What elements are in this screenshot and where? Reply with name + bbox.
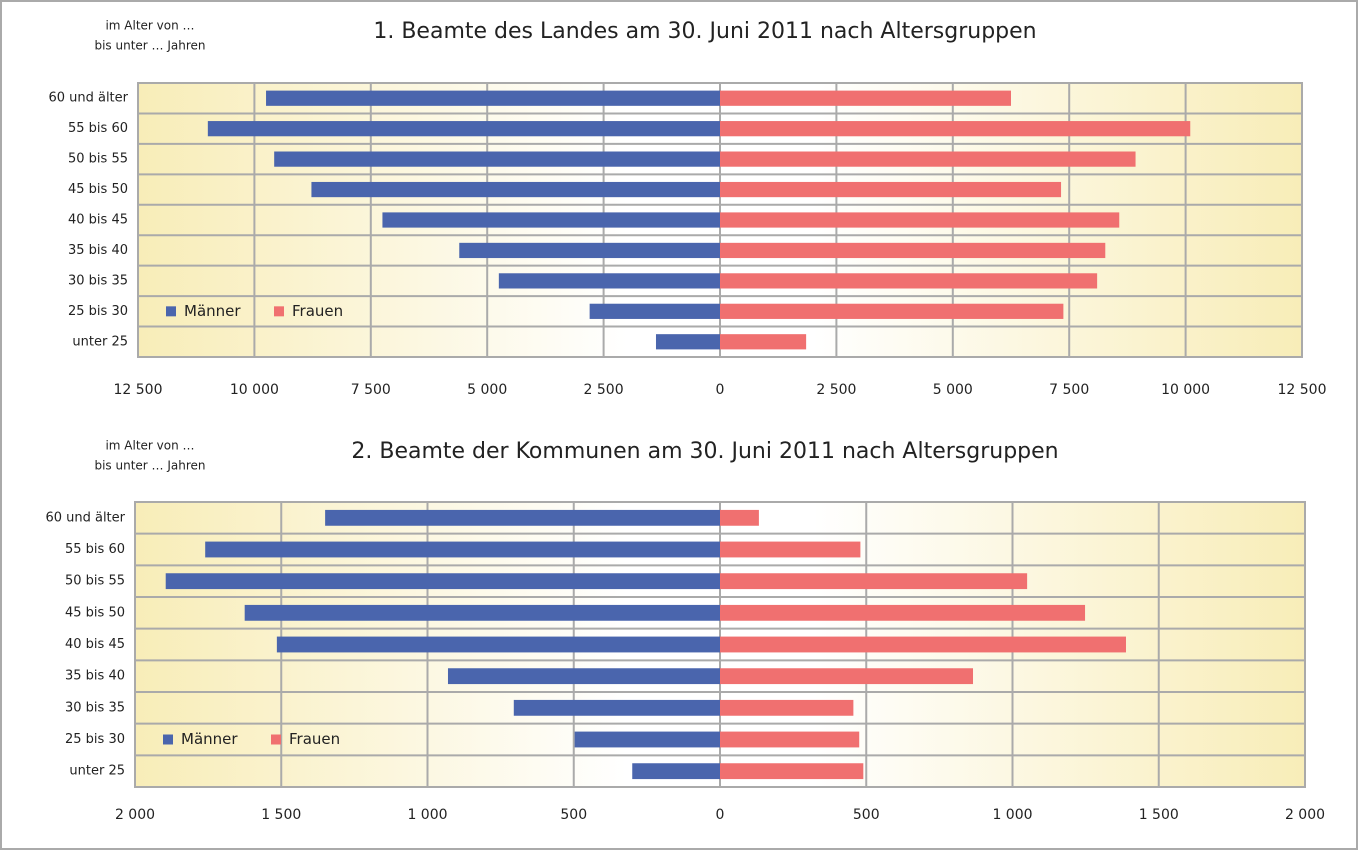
x-tick-label: 5 000	[467, 382, 507, 398]
bar	[720, 636, 1126, 653]
legend-label: Frauen	[292, 302, 343, 320]
legend-label: Männer	[184, 302, 241, 320]
y-tick-label: 40 bis 45	[68, 213, 128, 228]
bar	[720, 212, 1120, 228]
axis-label: im Alter von …	[105, 19, 194, 33]
bar	[720, 181, 1062, 198]
bar	[720, 668, 974, 685]
x-tick-label: 500	[560, 807, 587, 823]
x-tick-label: 2 500	[584, 382, 624, 398]
bar	[325, 509, 720, 526]
y-tick-label: 45 bis 50	[65, 605, 125, 620]
y-tick-label: 55 bis 60	[65, 542, 125, 557]
x-tick-label: 2 000	[115, 807, 155, 823]
bar	[720, 303, 1064, 319]
bar	[244, 604, 720, 621]
chart-title: 2. Beamte der Kommunen am 30. Juni 2011 …	[351, 439, 1058, 464]
y-tick-label: 35 bis 40	[65, 669, 125, 684]
x-tick-label: 2 000	[1285, 807, 1325, 823]
bar	[382, 212, 720, 228]
bar	[266, 90, 720, 106]
x-tick-label: 10 000	[1161, 382, 1210, 398]
y-tick-label: 25 bis 30	[68, 304, 128, 319]
bar	[655, 334, 720, 350]
bar	[720, 151, 1136, 167]
legend-label: Frauen	[289, 730, 340, 748]
x-tick-label: 2 500	[816, 382, 856, 398]
bar	[205, 541, 720, 558]
y-tick-label: 30 bis 35	[68, 273, 128, 288]
legend-swatch	[274, 306, 284, 317]
x-tick-label: 1 500	[1139, 807, 1179, 823]
legend-label: Männer	[181, 730, 238, 748]
y-tick-label: 45 bis 50	[68, 182, 128, 197]
bar	[207, 121, 721, 137]
x-tick-label: 12 500	[1278, 382, 1327, 398]
bar	[720, 763, 864, 780]
bar	[720, 731, 860, 748]
y-tick-label: 50 bis 55	[68, 152, 128, 167]
bar	[720, 273, 1098, 289]
bar	[720, 573, 1028, 590]
bar	[311, 181, 720, 198]
bar	[632, 763, 720, 780]
y-tick-label: 35 bis 40	[68, 243, 128, 258]
chart-title: 1. Beamte des Landes am 30. Juni 2011 na…	[373, 19, 1036, 44]
bar	[720, 509, 759, 526]
bar	[274, 151, 720, 167]
x-tick-label: 1 500	[261, 807, 301, 823]
y-tick-label: 55 bis 60	[68, 121, 128, 136]
y-tick-label: unter 25	[72, 334, 128, 349]
bar	[513, 699, 720, 716]
x-tick-label: 1 000	[407, 807, 447, 823]
axis-label: bis unter … Jahren	[94, 39, 205, 53]
bar	[459, 242, 720, 259]
x-tick-label: 1 000	[992, 807, 1032, 823]
bar	[720, 541, 861, 558]
bar	[574, 731, 720, 748]
x-tick-label: 12 500	[114, 382, 163, 398]
y-tick-label: 40 bis 45	[65, 637, 125, 652]
legend-swatch	[163, 734, 173, 745]
bar	[720, 699, 854, 716]
bar	[720, 90, 1011, 106]
bar	[589, 303, 720, 319]
x-tick-label: 0	[716, 807, 725, 823]
x-tick-label: 0	[716, 382, 725, 398]
y-tick-label: 60 und älter	[48, 91, 128, 106]
y-tick-label: 60 und älter	[45, 510, 125, 525]
y-tick-label: 25 bis 30	[65, 732, 125, 747]
x-tick-label: 7 500	[351, 382, 391, 398]
bar	[498, 273, 720, 289]
x-tick-label: 5 000	[933, 382, 973, 398]
legend-swatch	[166, 306, 176, 317]
y-tick-label: 50 bis 55	[65, 574, 125, 589]
y-tick-label: unter 25	[69, 764, 125, 779]
legend-swatch	[271, 734, 281, 745]
x-tick-label: 7 500	[1049, 382, 1089, 398]
bar	[720, 604, 1086, 621]
y-tick-label: 30 bis 35	[65, 700, 125, 715]
axis-label: bis unter … Jahren	[94, 459, 205, 473]
axis-label: im Alter von …	[105, 439, 194, 453]
bar	[447, 668, 720, 685]
x-tick-label: 10 000	[230, 382, 279, 398]
bar	[276, 636, 720, 653]
bar	[720, 242, 1106, 259]
bar	[165, 573, 720, 590]
bar	[720, 121, 1191, 137]
bar	[720, 334, 807, 350]
x-tick-label: 500	[853, 807, 880, 823]
